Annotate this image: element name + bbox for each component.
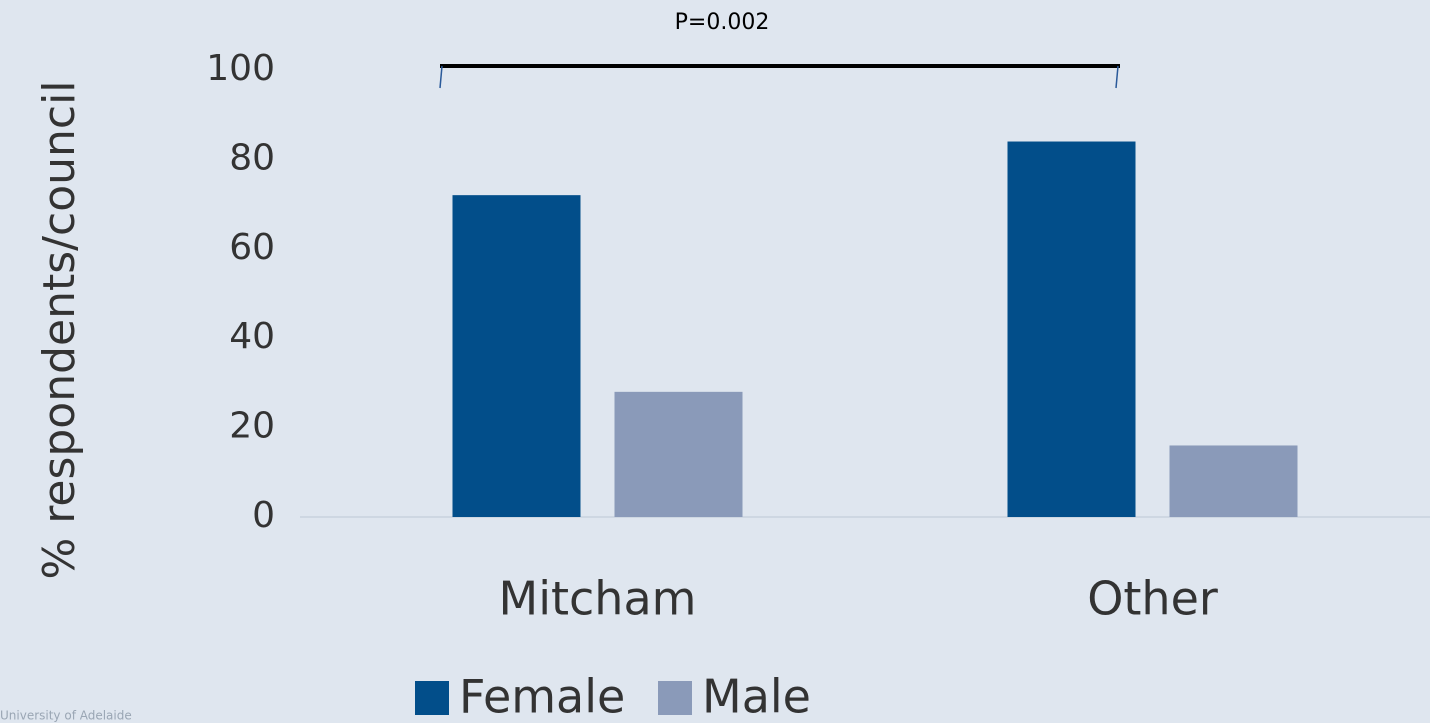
legend-label: Female [459, 670, 625, 723]
source-note: University of Adelaide [0, 709, 132, 723]
bracket-tick [439, 65, 443, 89]
bar [452, 195, 581, 517]
y-tick-label: 60 [229, 227, 275, 268]
legend-label: Male [702, 670, 811, 723]
legend-swatch [658, 681, 692, 715]
bar [1007, 141, 1136, 517]
legend-swatch [415, 681, 449, 715]
x-tick-label: Mitcham [499, 572, 697, 626]
annotation: P=0.002 [675, 10, 770, 35]
y-tick-label: 0 [252, 495, 275, 536]
y-tick-label: 80 [229, 137, 275, 178]
y-tick-label: 100 [206, 48, 275, 89]
bar [614, 391, 743, 517]
x-tick-label: Other [1087, 572, 1218, 626]
bar [1169, 445, 1298, 517]
y-tick-label: 20 [229, 406, 275, 447]
y-tick-label: 40 [229, 316, 275, 357]
bracket-tick [1115, 65, 1119, 89]
y-axis-label: % respondents/council [34, 80, 85, 579]
